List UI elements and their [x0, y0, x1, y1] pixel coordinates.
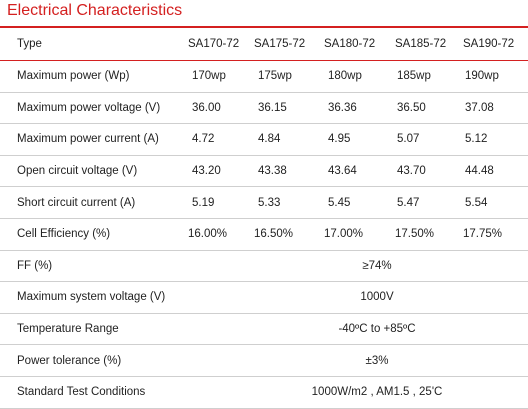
shared-value: ±3% [186, 344, 528, 377]
table-row: Maximum power (Wp) 170wp 175wp 180wp 185… [0, 60, 528, 93]
cell-value: 43.70 [393, 155, 461, 188]
cell-value: 43.20 [186, 155, 252, 188]
model-header: SA185-72 [393, 28, 461, 61]
row-label: Maximum system voltage (V) [0, 281, 186, 314]
table-row: Standard Test Conditions 1000W/m2 , AM1.… [0, 376, 528, 409]
table-row: Cell Efficiency (%) 16.00% 16.50% 17.00%… [0, 218, 528, 251]
row-label: Short circuit current (A) [0, 186, 186, 219]
cell-value: 16.00% [186, 218, 252, 251]
row-label: Cell Efficiency (%) [0, 218, 186, 251]
shared-value: -40ºC to +85ºC [186, 313, 528, 346]
row-label: Maximum power (Wp) [0, 60, 186, 93]
cell-value: 16.50% [252, 218, 322, 251]
row-label: Standard Test Conditions [0, 376, 186, 409]
cell-value: 43.38 [252, 155, 322, 188]
shared-value: 1000V [186, 281, 528, 314]
row-label: Open circuit voltage (V) [0, 155, 186, 188]
table-row: Maximum power voltage (V) 36.00 36.15 36… [0, 92, 528, 125]
model-header: SA180-72 [322, 28, 393, 61]
table-row: Power tolerance (%) ±3% [0, 344, 528, 377]
cell-value: 5.45 [322, 186, 393, 219]
cell-value: 17.00% [322, 218, 393, 251]
cell-value: 36.15 [252, 92, 322, 125]
shared-value: 1000W/m2 , AM1.5 , 25'C [186, 376, 528, 409]
cell-value: 36.00 [186, 92, 252, 125]
table-row: Temperature Range -40ºC to +85ºC [0, 313, 528, 346]
cell-value: 180wp [322, 60, 393, 93]
cell-value: 175wp [252, 60, 322, 93]
cell-value: 5.19 [186, 186, 252, 219]
title-divider [0, 26, 528, 28]
cell-value: 4.72 [186, 123, 252, 156]
table-row: Maximum system voltage (V) 1000V [0, 281, 528, 314]
model-header: SA175-72 [252, 28, 322, 61]
row-label: Maximum power voltage (V) [0, 92, 186, 125]
row-label: FF (%) [0, 250, 186, 283]
table-row: Open circuit voltage (V) 43.20 43.38 43.… [0, 155, 528, 188]
section-title: Electrical Characteristics [7, 2, 183, 19]
cell-value: 17.75% [461, 218, 528, 251]
model-header: SA170-72 [186, 28, 252, 61]
cell-value: 17.50% [393, 218, 461, 251]
cell-value: 36.50 [393, 92, 461, 125]
cell-value: 36.36 [322, 92, 393, 125]
table-row: FF (%) ≥74% [0, 250, 528, 283]
table-header-row: Type SA170-72 SA175-72 SA180-72 SA185-72… [0, 28, 528, 61]
cell-value: 4.95 [322, 123, 393, 156]
type-header: Type [0, 28, 186, 61]
row-label: Maximum power current (A) [0, 123, 186, 156]
cell-value: 185wp [393, 60, 461, 93]
cell-value: 5.07 [393, 123, 461, 156]
cell-value: 4.84 [252, 123, 322, 156]
table-row: Short circuit current (A) 5.19 5.33 5.45… [0, 186, 528, 219]
cell-value: 44.48 [461, 155, 528, 188]
cell-value: 5.54 [461, 186, 528, 219]
model-header: SA190-72 [461, 28, 528, 61]
cell-value: 5.12 [461, 123, 528, 156]
cell-value: 190wp [461, 60, 528, 93]
table-row: Maximum power current (A) 4.72 4.84 4.95… [0, 123, 528, 156]
cell-value: 43.64 [322, 155, 393, 188]
row-label: Temperature Range [0, 313, 186, 346]
row-label: Power tolerance (%) [0, 344, 186, 377]
shared-value: ≥74% [186, 250, 528, 283]
cell-value: 37.08 [461, 92, 528, 125]
cell-value: 5.33 [252, 186, 322, 219]
cell-value: 170wp [186, 60, 252, 93]
cell-value: 5.47 [393, 186, 461, 219]
electrical-characteristics-table: Type SA170-72 SA175-72 SA180-72 SA185-72… [0, 28, 528, 409]
